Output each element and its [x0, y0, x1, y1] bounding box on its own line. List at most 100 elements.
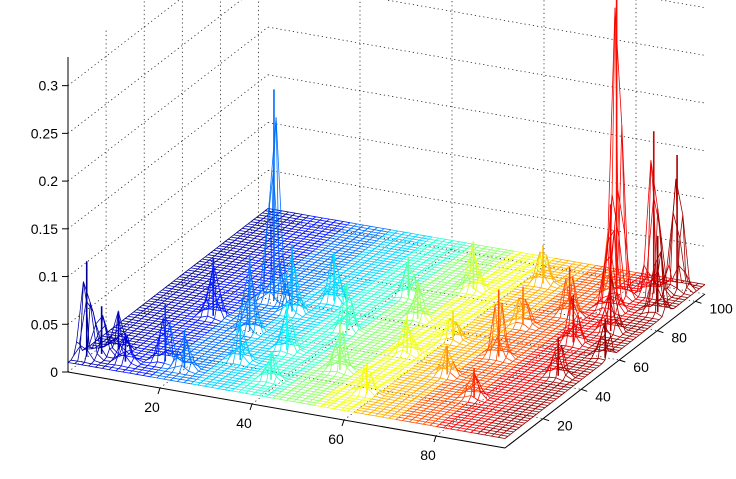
mesh-line	[341, 228, 383, 237]
mesh-line	[583, 324, 612, 354]
mesh-line	[99, 337, 141, 346]
mesh-line	[404, 412, 446, 421]
mesh-line	[402, 336, 444, 345]
mesh-line	[500, 299, 542, 308]
mesh-line	[240, 384, 282, 392]
mesh-line	[546, 380, 574, 387]
mesh-line	[150, 298, 192, 307]
mesh-line	[348, 299, 391, 309]
mesh-line	[196, 263, 238, 271]
mesh-line	[325, 280, 367, 288]
mesh-line	[280, 350, 322, 362]
mesh-line	[174, 318, 216, 327]
mesh-line	[200, 298, 242, 307]
z-gridline	[659, 0, 706, 8]
mesh-line	[332, 235, 374, 244]
mesh-line	[526, 251, 568, 288]
mesh-line	[466, 326, 508, 335]
mesh-line	[344, 342, 386, 351]
mesh-line	[153, 296, 195, 304]
mesh-line	[435, 377, 478, 394]
mesh-line	[479, 277, 521, 286]
mesh-line	[505, 373, 547, 382]
mesh-line	[631, 314, 660, 320]
mesh-line	[510, 253, 552, 261]
mesh-line	[385, 318, 427, 358]
mesh-line	[187, 347, 229, 356]
mesh-line	[411, 252, 453, 260]
mesh-line	[362, 251, 404, 260]
mesh-line	[295, 380, 337, 388]
mesh-line	[260, 252, 302, 261]
mesh-line	[346, 300, 388, 311]
mesh-line	[421, 399, 463, 408]
mesh-line	[337, 309, 379, 318]
mesh-line	[207, 370, 250, 379]
mesh-line	[347, 262, 390, 271]
mesh-line	[498, 339, 540, 348]
mesh-line	[566, 365, 594, 371]
mesh-line	[449, 372, 492, 386]
mesh-line	[195, 341, 237, 349]
y-gridline	[106, 342, 544, 420]
x-tick-label: 20	[144, 399, 160, 415]
mesh-line	[353, 373, 395, 382]
mesh-line	[222, 243, 264, 252]
y-tick-label: 20	[557, 418, 573, 434]
mesh-line	[383, 389, 425, 398]
mesh-line	[403, 274, 446, 305]
mesh-line	[166, 336, 209, 371]
mesh-line	[146, 340, 188, 349]
mesh-line	[461, 368, 503, 377]
mesh-line	[517, 402, 546, 409]
mesh-line	[291, 228, 333, 237]
mesh-line	[507, 333, 549, 342]
mesh-line	[251, 259, 293, 268]
mesh-line	[157, 331, 199, 340]
mesh-line	[333, 273, 375, 282]
z-gridline	[67, 122, 269, 277]
mesh-line	[353, 258, 395, 266]
mesh-line	[316, 286, 358, 295]
mesh-line	[128, 317, 171, 359]
mesh-line	[506, 295, 548, 304]
mesh-line	[393, 343, 435, 352]
mesh-line	[439, 424, 481, 432]
mesh-line	[411, 345, 454, 373]
mesh-line	[175, 356, 217, 365]
mesh-line	[654, 281, 683, 303]
x-tick-mark	[341, 419, 345, 427]
mesh-line	[263, 250, 305, 259]
mesh-line	[511, 406, 540, 413]
mesh-line	[441, 383, 483, 392]
mesh-line	[438, 386, 480, 393]
mesh-line	[117, 354, 159, 371]
mesh-line	[290, 303, 332, 315]
mesh-line	[480, 303, 522, 321]
mesh-line	[265, 326, 307, 335]
mesh-line	[453, 297, 495, 305]
mesh-line	[415, 287, 457, 296]
mesh-line	[509, 409, 537, 415]
mesh-line	[70, 359, 112, 368]
mesh-line	[284, 388, 326, 397]
mesh-line	[266, 248, 308, 257]
mesh-line	[512, 328, 554, 337]
mesh-line	[401, 414, 443, 423]
mesh-line	[541, 298, 583, 313]
mesh-line	[299, 299, 341, 308]
mesh-line	[571, 360, 600, 367]
mesh-line	[403, 374, 445, 383]
mesh-line	[531, 275, 573, 284]
mesh-line	[430, 314, 472, 323]
mesh-line	[433, 312, 475, 321]
mesh-line	[668, 178, 697, 292]
mesh-line	[569, 362, 597, 369]
mesh-line	[183, 279, 225, 319]
mesh-line	[553, 323, 595, 344]
x-tick-mark	[433, 435, 437, 443]
mesh-line	[250, 221, 292, 230]
mesh-line	[223, 281, 265, 290]
mesh-line	[537, 387, 566, 393]
mesh-line	[623, 321, 651, 327]
